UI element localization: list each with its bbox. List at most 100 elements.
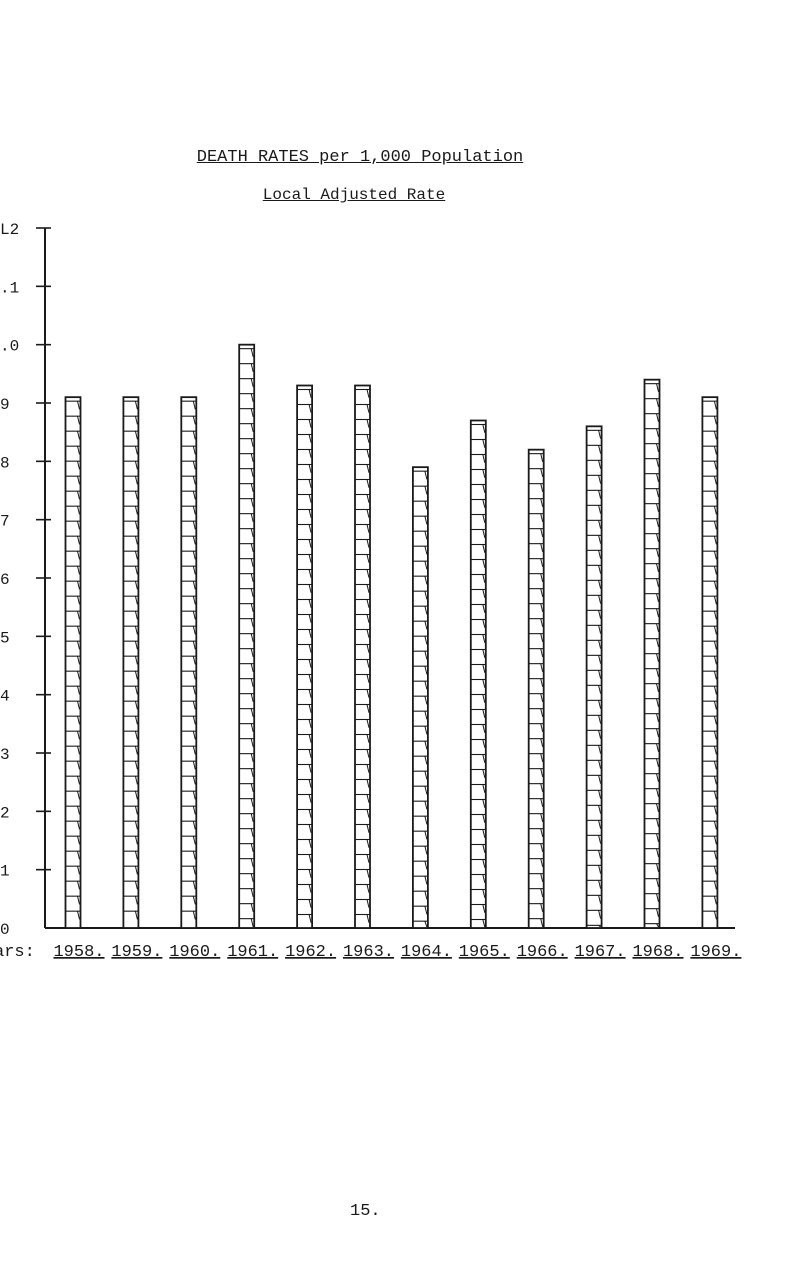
bar-hatch (192, 461, 196, 470)
bar-hatch (598, 865, 602, 874)
bar-hatch (366, 734, 370, 743)
bar-hatch (192, 686, 196, 695)
bar-hatch (656, 398, 659, 408)
bar-hatch (134, 476, 138, 485)
bar-hatch (308, 809, 312, 818)
bar-hatch (482, 739, 486, 748)
bar-hatch (308, 869, 312, 878)
bar-hatch (540, 723, 544, 733)
bar-hatch (656, 908, 659, 918)
bar-hatch (366, 434, 370, 443)
bar-hatch (482, 814, 486, 823)
bar-hatch (134, 521, 138, 530)
bar-hatch (656, 878, 659, 888)
bar-hatch (192, 401, 196, 410)
bar-hatch (598, 760, 602, 769)
bar-hatch (366, 629, 370, 638)
bar-hatch (77, 401, 80, 410)
y-tick-label: 0 (0, 921, 10, 939)
bar-hatch (250, 483, 254, 493)
bar-hatch (424, 756, 428, 765)
bar-hatch (366, 389, 370, 398)
x-axis-labels: ars: 1958. 1959. 1960. 1961. 1962. 1963. 1964. 1… (0, 943, 741, 962)
y-tick-label: 6 (0, 571, 10, 589)
bar-hatch (540, 678, 544, 688)
bar-hatch (482, 499, 486, 508)
bar-hatch (713, 896, 717, 905)
bar-hatch (192, 716, 196, 725)
bar-hatch (598, 805, 602, 814)
bar-hatch (250, 603, 254, 613)
x-tick-label: 1965. (459, 943, 510, 962)
bar-hatch (540, 633, 544, 643)
bar-hatch (482, 829, 486, 838)
bar-hatch (482, 694, 486, 703)
bar-hatch (308, 704, 312, 713)
bar-hatch (134, 416, 138, 425)
bar-hatch (192, 746, 196, 755)
bar-hatch (134, 911, 138, 920)
bar-hatch (366, 569, 370, 578)
bar-hatch (134, 701, 138, 710)
bar-outline (527, 448, 545, 929)
bar-hatch (134, 731, 138, 740)
bar-outline (296, 384, 314, 929)
bar-hatch (482, 604, 486, 613)
bar-hatch (424, 846, 428, 855)
bar-hatch (77, 506, 80, 515)
bar-hatch (424, 531, 428, 540)
x-axis-title: ars: (0, 943, 35, 962)
bar-chart: L2 .1 .0 9 8 7 6 5 4 3 2 1 0 ars: 1958. 1959. 1960. 1961… (0, 221, 741, 962)
bar-hatch (598, 790, 602, 799)
bar-hatch (540, 843, 544, 853)
bar-hatch (713, 611, 717, 620)
bar-hatch (308, 734, 312, 743)
page-number: 15. (350, 1202, 381, 1221)
bar-hatch (598, 670, 602, 679)
bar-hatch (713, 506, 717, 515)
bar-hatch (598, 655, 602, 664)
bar-hatch (134, 836, 138, 845)
bar-hatch (424, 546, 428, 555)
bar-hatch (656, 608, 659, 618)
bar-hatch (134, 611, 138, 620)
x-tick-label: 1959. (111, 943, 162, 962)
bar-hatch (308, 764, 312, 773)
bar-hatch (424, 876, 428, 885)
bar-hatch (192, 656, 196, 665)
bar-hatch (656, 848, 659, 858)
bar-hatch (250, 768, 254, 778)
bar-hatch (134, 536, 138, 545)
bar-hatch (598, 595, 602, 604)
bar-hatch (308, 779, 312, 788)
bar-hatch (540, 813, 544, 823)
bar-hatch (77, 896, 80, 905)
bar-hatch (77, 521, 80, 530)
bar-hatch (250, 468, 254, 478)
bar-hatch (598, 445, 602, 454)
bar (411, 466, 429, 929)
bar-hatch (424, 891, 428, 900)
bar-hatch (424, 726, 428, 735)
bar-hatch (250, 798, 254, 808)
bar-hatch (134, 596, 138, 605)
bar-hatch (192, 896, 196, 905)
bar-hatch (598, 700, 602, 709)
bar-hatch (656, 923, 659, 928)
bar-hatch (598, 820, 602, 829)
bar-hatch (424, 831, 428, 840)
bar-hatch (77, 596, 80, 605)
bar-outline (354, 384, 371, 929)
bar-hatch (656, 743, 659, 753)
bar-hatch (482, 454, 486, 463)
bar-hatch (656, 443, 659, 453)
bar-hatch (713, 761, 717, 770)
bar-hatch (77, 851, 80, 860)
bar-hatch (192, 731, 196, 740)
y-tick-label: 4 (0, 688, 10, 706)
bar-hatch (424, 636, 428, 645)
bar-hatch (366, 449, 370, 458)
bar-hatch (134, 551, 138, 560)
bar-hatch (424, 816, 428, 825)
bar-hatch (134, 761, 138, 770)
